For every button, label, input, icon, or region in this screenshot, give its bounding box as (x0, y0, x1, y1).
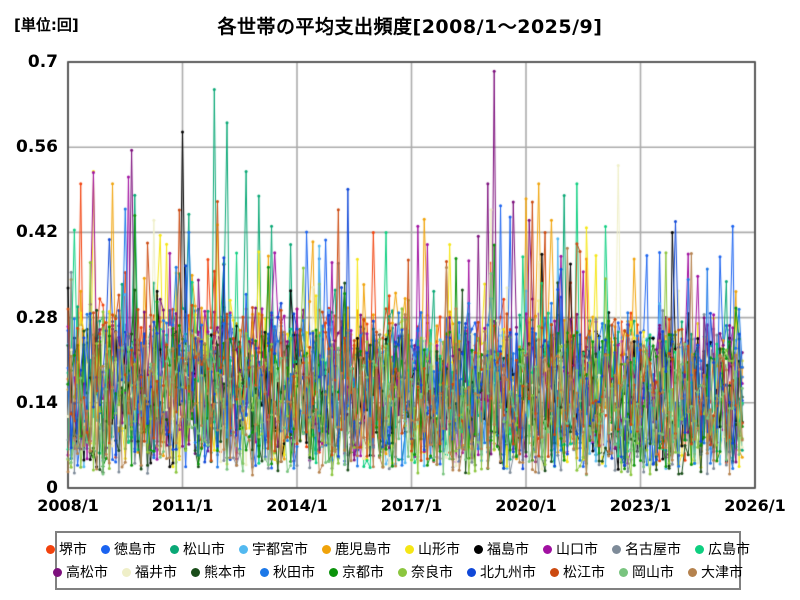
legend-label: 松江市 (563, 565, 605, 581)
y-tick-label: 0.7 (27, 52, 58, 72)
legend-item: 鹿児島市 (322, 539, 391, 559)
legend-label: 徳島市 (114, 542, 156, 558)
legend-label: 秋田市 (273, 565, 315, 581)
y-tick-label: 0.42 (16, 222, 58, 243)
x-tick-label: 2017/1 (380, 496, 443, 515)
legend-item: 松江市 (550, 562, 605, 582)
legend-label: 堺市 (59, 542, 87, 558)
legend-label: 宇都宮市 (252, 542, 308, 558)
legend: 堺市 徳島市 松山市 宇都宮市 鹿児島市 山形市 福島市 山口市 名古屋市 広島市 高松市 福井市 熊… (46, 531, 750, 590)
legend-row-2: 高松市 福井市 熊本市 秋田市 京都市 奈良市 北九州市 松江市 岡山市 大津市 (53, 562, 743, 582)
legend-marker-icon (467, 567, 476, 577)
legend-label: 大津市 (701, 565, 743, 581)
y-tick-label: 0.14 (16, 392, 58, 413)
x-tick-label: 2008/1 (37, 496, 99, 515)
legend-label: 岡山市 (632, 565, 674, 581)
legend-marker-icon (405, 544, 414, 554)
legend-marker-icon (46, 544, 55, 554)
legend-item: 秋田市 (260, 562, 315, 582)
legend-label: 鹿児島市 (335, 542, 391, 558)
x-tick-label: 2011/1 (151, 496, 214, 515)
legend-item: 堺市 (46, 539, 87, 559)
chart-title: 各世帯の平均支出頻度[2008/1～2025/9] (217, 16, 603, 38)
legend-marker-icon (101, 544, 110, 554)
legend-marker-icon (329, 567, 338, 577)
legend-row-1: 堺市 徳島市 松山市 宇都宮市 鹿児島市 山形市 福島市 山口市 名古屋市 広島市 (46, 539, 750, 559)
legend-label: 奈良市 (411, 565, 453, 581)
legend-marker-icon (191, 567, 200, 577)
legend-item: 奈良市 (398, 562, 453, 582)
legend-item: 高松市 (53, 562, 108, 582)
legend-marker-icon (170, 544, 179, 554)
legend-label: 北九州市 (480, 565, 536, 581)
y-tick-label: 0.28 (16, 307, 58, 328)
legend-marker-icon (260, 567, 269, 577)
legend-item: 名古屋市 (612, 539, 681, 559)
legend-marker-icon (122, 567, 131, 577)
legend-marker-icon (612, 544, 621, 554)
legend-item: 宇都宮市 (239, 539, 308, 559)
legend-label: 京都市 (342, 565, 384, 581)
legend-label: 広島市 (708, 542, 750, 558)
legend-item: 山形市 (405, 539, 460, 559)
x-tick-label: 2026/1 (724, 496, 786, 515)
legend-item: 山口市 (543, 539, 598, 559)
legend-label: 福島市 (487, 542, 529, 558)
legend-label: 山口市 (556, 542, 598, 558)
legend-item: 徳島市 (101, 539, 156, 559)
legend-marker-icon (322, 544, 331, 554)
legend-item: 大津市 (688, 562, 743, 582)
y-tick-label: 0.56 (16, 137, 58, 158)
legend-item: 熊本市 (191, 562, 246, 582)
legend-item: 広島市 (695, 539, 750, 559)
legend-label: 熊本市 (204, 565, 246, 581)
legend-label: 福井市 (135, 565, 177, 581)
legend-item: 福島市 (474, 539, 529, 559)
legend-item: 松山市 (170, 539, 225, 559)
legend-label: 名古屋市 (625, 542, 681, 558)
legend-item: 京都市 (329, 562, 384, 582)
x-tick-label: 2020/1 (495, 496, 557, 515)
legend-marker-icon (619, 567, 628, 577)
legend-marker-icon (688, 567, 697, 577)
legend-marker-icon (474, 544, 483, 554)
legend-item: 北九州市 (467, 562, 536, 582)
legend-marker-icon (550, 567, 559, 577)
legend-marker-icon (398, 567, 407, 577)
y-tick-label: 0 (46, 478, 58, 498)
legend-label: 高松市 (66, 565, 108, 581)
legend-label: 山形市 (418, 542, 460, 558)
legend-marker-icon (239, 544, 248, 554)
x-tick-label: 2014/1 (266, 496, 328, 515)
legend-marker-icon (695, 544, 704, 554)
x-tick-label: 2023/1 (609, 496, 672, 515)
legend-label: 松山市 (183, 542, 225, 558)
legend-item: 福井市 (122, 562, 177, 582)
legend-item: 岡山市 (619, 562, 674, 582)
legend-marker-icon (543, 544, 552, 554)
legend-marker-icon (53, 567, 62, 577)
unit-label: [単位:回] (14, 16, 79, 34)
